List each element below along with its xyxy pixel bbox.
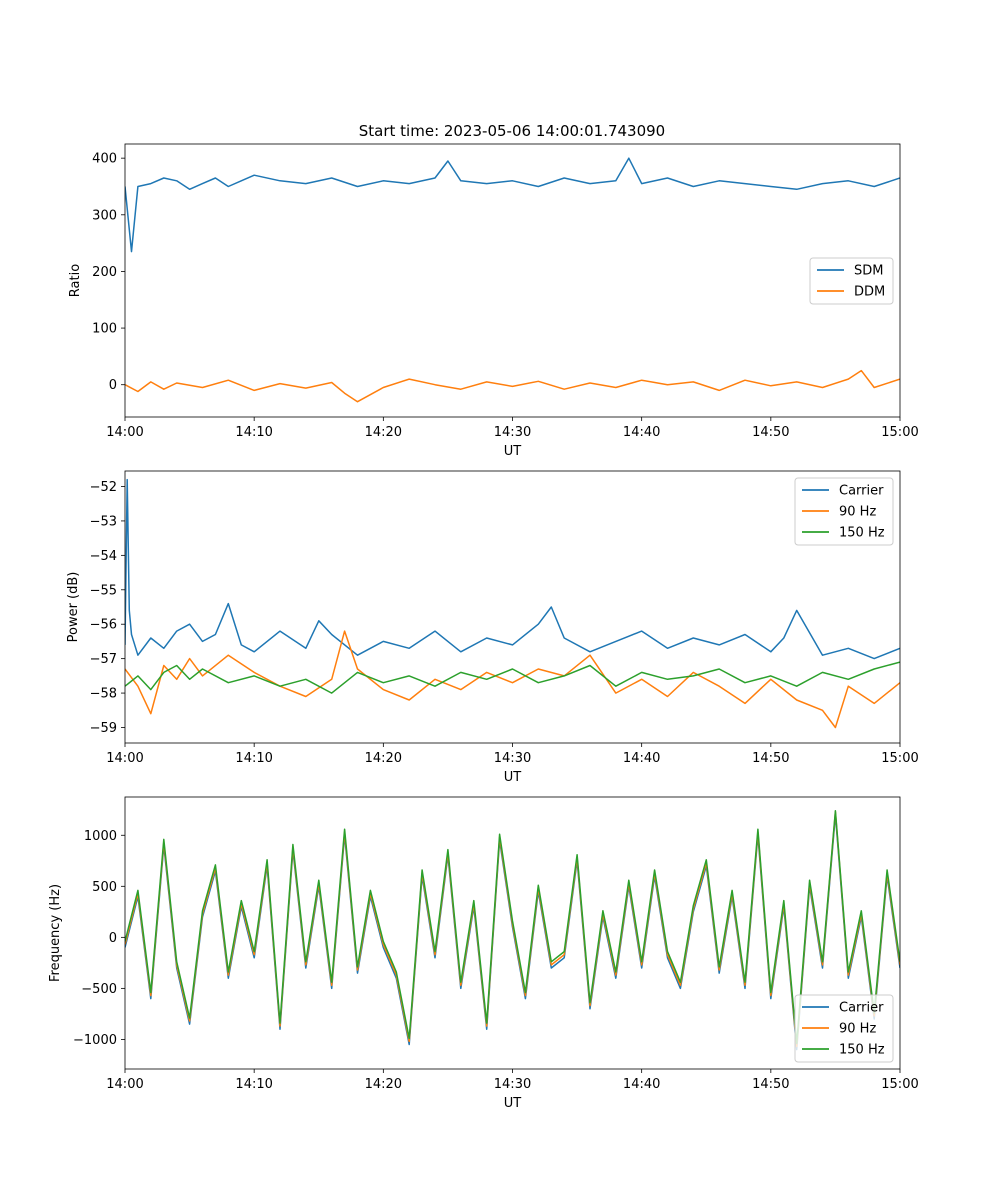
legend-label: SDM [854, 264, 883, 279]
y-tick-label: −1000 [73, 1033, 117, 1048]
y-tick-label: −500 [81, 982, 117, 997]
legend-label: 150 Hz [839, 526, 885, 541]
x-tick-label: 14:20 [365, 425, 402, 440]
power-panel: 14:00 14:10 14:20 14:30 14:40 14:50 15:00 UT −59… [66, 470, 919, 785]
legend: Carrier 90 Hz 150 Hz [794, 477, 894, 546]
y-tick-label: −58 [90, 687, 117, 702]
series-group [125, 478, 900, 729]
x-tick-label: 14:50 [752, 751, 789, 766]
x-tick-label: 14:40 [623, 425, 660, 440]
legend-label: DDM [854, 285, 885, 300]
x-tick-label: 14:00 [106, 751, 143, 766]
legend-label: Carrier [839, 1001, 884, 1016]
y-axis-label: Ratio [68, 264, 83, 297]
series-line-ddm [125, 369, 900, 403]
x-tick-label: 14:20 [365, 1077, 402, 1092]
y-tick-label: −55 [90, 583, 117, 598]
series-group [125, 157, 900, 403]
x-tick-label: 14:10 [235, 425, 272, 440]
series-line-sdm [125, 157, 900, 253]
y-axis-label: Frequency (Hz) [48, 884, 63, 982]
x-axis-label: UT [504, 770, 522, 785]
x-tick-label: 14:00 [106, 425, 143, 440]
ratio-panel: 14:00 14:10 14:20 14:30 14:40 14:50 15:00 UT 0 10… [68, 143, 919, 459]
legend-label: 90 Hz [839, 1022, 876, 1037]
x-tick-label: 14:50 [752, 425, 789, 440]
x-tick-label: 14:50 [752, 1077, 789, 1092]
legend-label: 150 Hz [839, 1043, 885, 1058]
series-line-carrier [125, 478, 900, 660]
legend: SDM DDM [809, 257, 894, 305]
series-line-90-hz [125, 630, 900, 729]
series-line-150-hz [125, 661, 900, 694]
x-axis-label: UT [504, 444, 522, 459]
y-tick-label: −54 [90, 549, 117, 564]
x-tick-label: 14:30 [494, 1077, 531, 1092]
y-tick-label: 500 [92, 880, 117, 895]
y-tick-label: 100 [92, 322, 117, 337]
y-tick-label: 400 [92, 152, 117, 167]
legend: Carrier 90 Hz 150 Hz [794, 994, 894, 1063]
legend-box [794, 477, 894, 546]
x-tick-label: 14:10 [235, 751, 272, 766]
series-line-150-hz [125, 810, 900, 1045]
x-tick-label: 14:20 [365, 751, 402, 766]
y-tick-label: 0 [109, 378, 117, 393]
x-tick-label: 15:00 [881, 425, 918, 440]
y-tick-label: −59 [90, 721, 117, 736]
y-tick-label: −56 [90, 618, 117, 633]
legend-label: Carrier [839, 484, 884, 499]
y-tick-label: 300 [92, 208, 117, 223]
x-tick-label: 14:10 [235, 1077, 272, 1092]
y-tick-label: −57 [90, 652, 117, 667]
y-axis-label: Power (dB) [66, 572, 81, 643]
series-group [125, 810, 900, 1051]
x-tick-label: 15:00 [881, 751, 918, 766]
y-tick-label: −52 [90, 480, 117, 495]
y-tick-label: 200 [92, 265, 117, 280]
x-tick-label: 14:00 [106, 1077, 143, 1092]
legend-box [794, 994, 894, 1063]
x-tick-label: 14:30 [494, 425, 531, 440]
y-tick-label: −53 [90, 514, 117, 529]
x-tick-label: 15:00 [881, 1077, 918, 1092]
x-axis-label: UT [504, 1096, 522, 1111]
legend-label: 90 Hz [839, 505, 876, 520]
figure-title: Start time: 2023-05-06 14:00:01.743090 [359, 122, 665, 140]
y-tick-label: 0 [109, 931, 117, 946]
x-tick-label: 14:30 [494, 751, 531, 766]
frequency-panel: 14:00 14:10 14:20 14:30 14:40 14:50 15:00 UT −10… [48, 796, 919, 1111]
x-tick-label: 14:40 [623, 1077, 660, 1092]
x-tick-label: 14:40 [623, 751, 660, 766]
y-tick-label: 1000 [84, 829, 117, 844]
